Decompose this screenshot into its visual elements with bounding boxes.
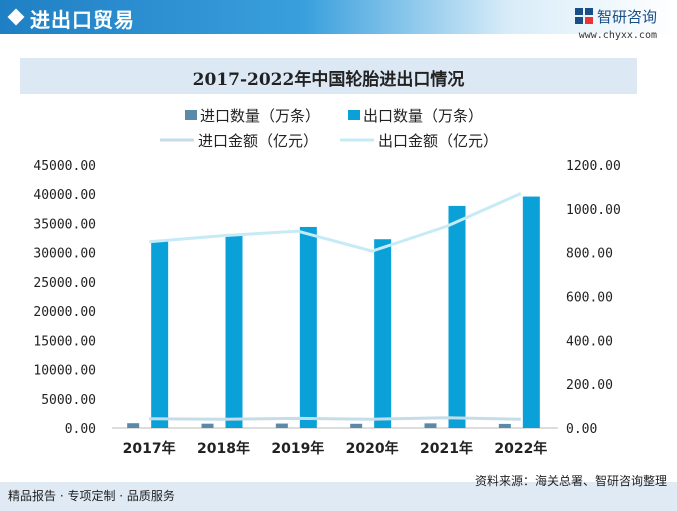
- export-quantity-bar: [522, 196, 540, 428]
- left-axis-tick-label: 15000.00: [33, 334, 96, 349]
- import-amount-line: [149, 416, 521, 421]
- legend-export-quantity-label: 出口数量（万条）: [363, 107, 483, 125]
- x-axis-category-label: 2017年: [123, 440, 176, 457]
- header-banner: [0, 0, 677, 34]
- left-axis-tick-label: 45000.00: [33, 159, 96, 174]
- legend-import-quantity-swatch: [185, 110, 197, 120]
- import-quantity-bar: [350, 423, 363, 428]
- footer-bar: [0, 482, 677, 511]
- right-axis-tick-label: 1000.00: [566, 203, 621, 218]
- chart-title-bar: 2017-2022年中国轮胎进出口情况: [20, 58, 637, 94]
- export-quantity-bar: [225, 233, 243, 428]
- legend-export-quantity-swatch: [348, 110, 360, 120]
- right-axis-tick-label: 200.00: [566, 378, 613, 393]
- x-axis-category-label: 2022年: [494, 440, 547, 457]
- x-axis-category-label: 2020年: [346, 440, 399, 457]
- right-axis-tick-label: 600.00: [566, 291, 613, 306]
- left-axis-tick-label: 10000.00: [33, 364, 96, 379]
- legend-import-quantity-label: 进口数量（万条）: [200, 107, 320, 125]
- left-axis-tick-label: 35000.00: [33, 217, 96, 232]
- legend-import-amount-label: 进口金额（亿元）: [198, 132, 318, 150]
- export-amount-line: [149, 192, 522, 253]
- left-axis-tick-label: 25000.00: [33, 276, 96, 291]
- chart-title: 2017-2022年中国轮胎进出口情况: [192, 70, 465, 90]
- left-axis-tick-label: 20000.00: [33, 305, 96, 320]
- left-axis-tick-label: 5000.00: [41, 393, 96, 408]
- export-quantity-bar: [374, 239, 392, 428]
- left-axis-tick-label: 40000.00: [33, 188, 96, 203]
- export-quantity-bar: [299, 226, 317, 428]
- brand-name: 智研咨询: [596, 8, 657, 26]
- left-axis-tick-label: 0.00: [65, 422, 96, 437]
- right-axis-tick-label: 800.00: [566, 247, 613, 262]
- right-axis-tick-label: 0.00: [566, 422, 597, 437]
- import-quantity-bar: [275, 423, 288, 428]
- export-quantity-bar: [151, 240, 169, 428]
- export-quantity-bar: [448, 205, 466, 428]
- x-axis-category-label: 2019年: [271, 440, 324, 457]
- import-quantity-bar: [201, 423, 214, 428]
- logo-icon: [574, 8, 593, 24]
- x-axis-category-label: 2021年: [420, 440, 473, 457]
- brand: 智研咨询: [574, 6, 657, 27]
- x-axis-category-label: 2018年: [197, 440, 250, 457]
- website-url: www.chyxx.com: [578, 30, 657, 41]
- import-quantity-bar: [127, 423, 140, 428]
- right-axis-tick-label: 400.00: [566, 334, 613, 349]
- legend-export-amount-label: 出口金额（亿元）: [378, 132, 498, 150]
- import-quantity-bar: [498, 423, 511, 428]
- right-axis-tick-label: 1200.00: [566, 159, 621, 174]
- page-title: 进出口贸易: [30, 8, 135, 32]
- footer-tagline: 精品报告 · 专项定制 · 品质服务: [8, 489, 175, 503]
- left-axis-tick-label: 30000.00: [33, 247, 96, 262]
- import-quantity-bar: [424, 423, 437, 428]
- source-note: 资料来源：海关总署、智研咨询整理: [474, 474, 667, 488]
